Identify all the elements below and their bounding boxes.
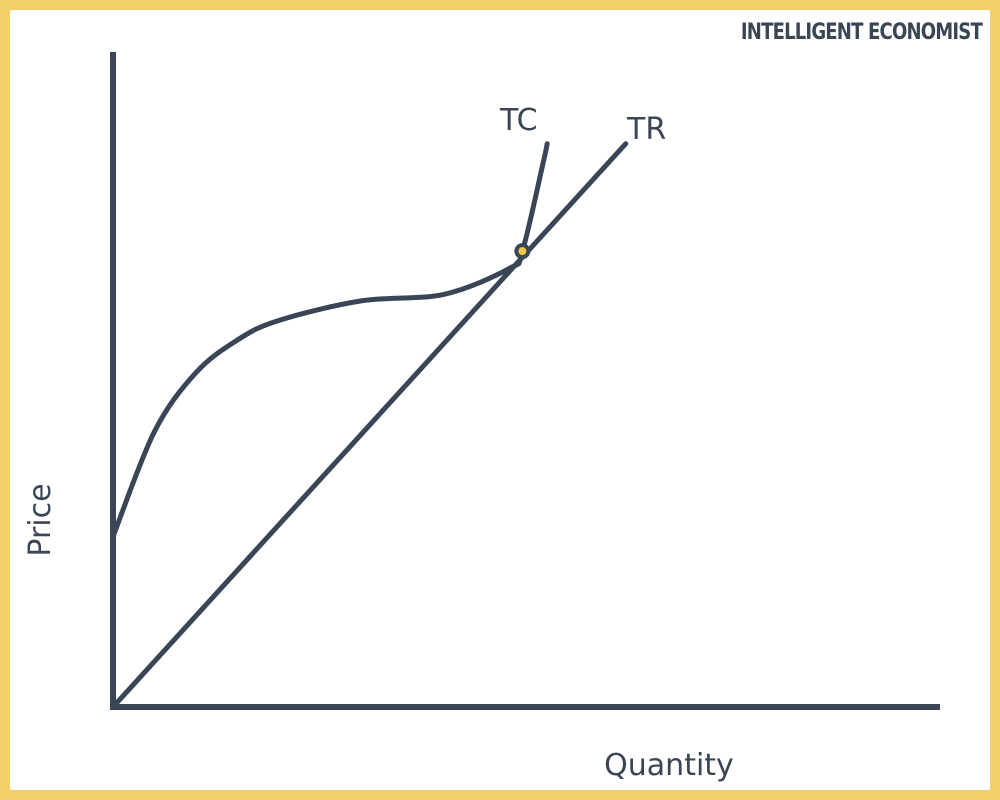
brand-logo: INTELLIGENT ECONOMIST <box>740 20 983 45</box>
tr-line <box>110 141 629 710</box>
y-axis-label: Price <box>23 483 58 556</box>
break-even-point <box>514 243 531 260</box>
tr-label: TR <box>626 112 666 147</box>
x-axis-label: Quantity <box>604 748 734 783</box>
tc-label: TC <box>499 103 538 138</box>
tc-curve <box>110 141 550 540</box>
